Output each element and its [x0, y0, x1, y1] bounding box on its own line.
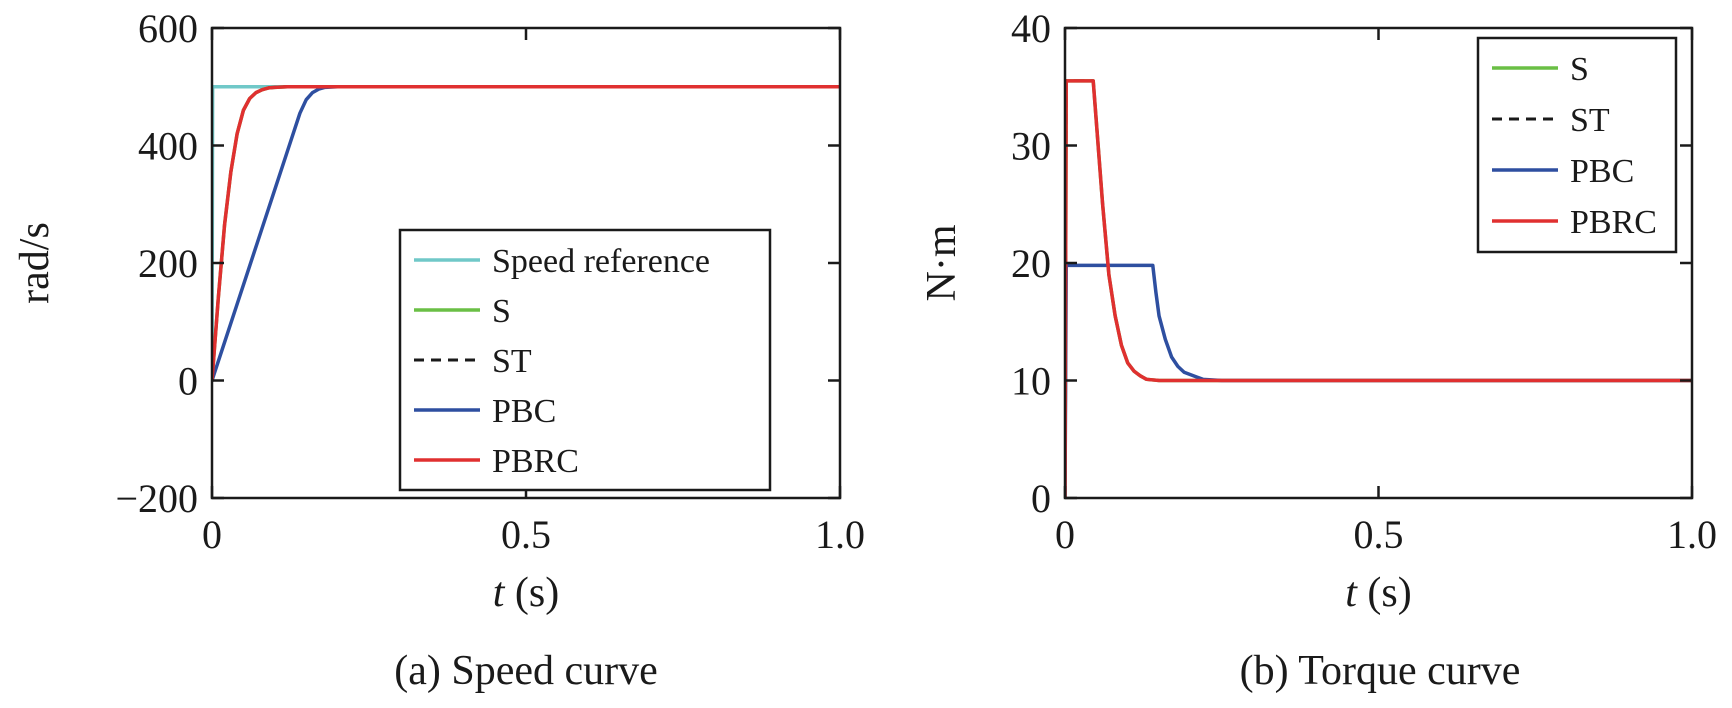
chart1-xlabel: t (s) — [1345, 570, 1412, 616]
chart0-ylabel: rad/s — [12, 222, 58, 304]
chart1-ytick-label: 40 — [1011, 6, 1051, 51]
chart0-ytick-label: 200 — [138, 241, 198, 286]
chart0-xtick-label: 1.0 — [815, 512, 865, 557]
chart1-series-pbrc — [1065, 79, 1692, 498]
chart1-xtick-label: 0.5 — [1354, 512, 1404, 557]
chart1-xtick-label: 1.0 — [1667, 512, 1717, 557]
chart0-ytick-label: 400 — [138, 124, 198, 169]
chart0-xlabel-unit: (s) — [504, 570, 559, 616]
chart0-series-group — [212, 85, 840, 383]
chart0-xlabel-var: t — [493, 570, 506, 616]
chart0-legend-label-pbrc: PBRC — [492, 443, 579, 480]
chart1-ytick-label: 30 — [1011, 124, 1051, 169]
chart1-legend-label-s: S — [1570, 51, 1589, 88]
chart1-legend-label-pbc: PBC — [1570, 153, 1634, 190]
chart0-legend-label-speed-reference: Speed reference — [492, 243, 710, 280]
chart0-legend-label-st: ST — [492, 343, 532, 380]
chart0-ytick-label: 600 — [138, 6, 198, 51]
chart0-ytick-label: 0 — [178, 359, 198, 404]
chart0-legend-label-s: S — [492, 293, 511, 330]
chart1-legend-box — [1476, 36, 1678, 254]
chart0-legend-label-pbc: PBC — [492, 393, 556, 430]
chart1-ytick-label: 10 — [1011, 359, 1051, 404]
chart1-legend-label-st: ST — [1570, 102, 1610, 139]
chart0-ytick-label: −200 — [115, 476, 198, 521]
chart1-ytick-label: 0 — [1031, 476, 1051, 521]
chart1-legend-label-pbrc: PBRC — [1570, 204, 1657, 241]
torque-chart-panel: 0 10 20 30 40 0 0.5 1.0 t (s) N·m (b) Torque curve… — [919, 6, 1717, 694]
chart0-xtick-label: 0.5 — [501, 512, 551, 557]
chart1-xtick-label: 0 — [1055, 512, 1075, 557]
chart0-legend-box — [398, 228, 772, 492]
chart0-series-pbrc — [212, 85, 840, 383]
chart1-ytick-label: 20 — [1011, 241, 1051, 286]
chart1-caption: (b) Torque curve — [1240, 648, 1521, 694]
chart0-xtick-label: 0 — [202, 512, 222, 557]
chart1-ylabel: N·m — [919, 224, 965, 301]
chart1-xlabel-var: t — [1345, 570, 1358, 616]
chart1-xlabel-unit: (s) — [1357, 570, 1412, 616]
chart0-xlabel: t (s) — [493, 570, 560, 616]
chart1-series-group — [1065, 79, 1692, 498]
chart0-caption: (a) Speed curve — [394, 648, 658, 694]
